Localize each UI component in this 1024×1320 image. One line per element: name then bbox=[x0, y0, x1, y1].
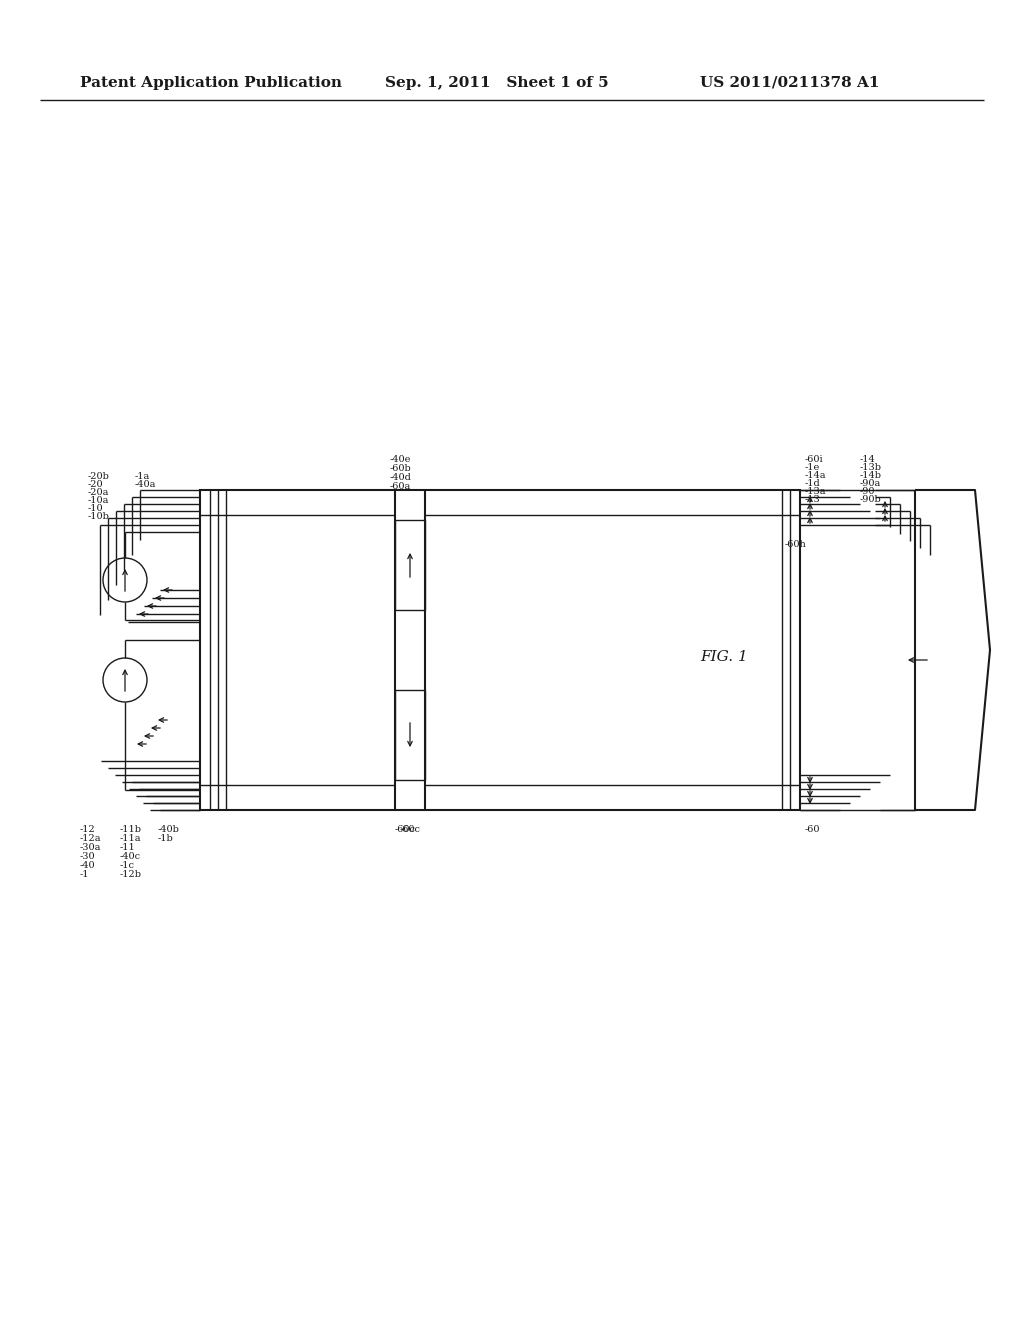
Text: -60c: -60c bbox=[395, 825, 416, 834]
Text: US 2011/0211378 A1: US 2011/0211378 A1 bbox=[700, 77, 880, 90]
Text: -1b: -1b bbox=[158, 834, 174, 843]
Text: -11b: -11b bbox=[120, 825, 142, 834]
Text: -30a: -30a bbox=[80, 843, 101, 851]
Text: -40e: -40e bbox=[390, 455, 412, 465]
Text: -60a: -60a bbox=[390, 482, 412, 491]
Text: -90: -90 bbox=[860, 487, 876, 496]
Text: -60: -60 bbox=[805, 825, 820, 834]
Text: -1e: -1e bbox=[805, 463, 820, 473]
Text: -20: -20 bbox=[88, 480, 103, 488]
Text: -1a: -1a bbox=[135, 473, 151, 480]
Text: -10b: -10b bbox=[88, 512, 110, 521]
Text: -11: -11 bbox=[120, 843, 136, 851]
Text: -13: -13 bbox=[805, 495, 821, 504]
Text: -12a: -12a bbox=[80, 834, 101, 843]
Text: -14: -14 bbox=[860, 455, 876, 465]
Text: -30: -30 bbox=[80, 851, 95, 861]
Text: -1c: -1c bbox=[120, 861, 135, 870]
Bar bbox=[395, 520, 425, 610]
Text: -40: -40 bbox=[80, 861, 95, 870]
Text: -14b: -14b bbox=[860, 471, 882, 480]
Text: -13a: -13a bbox=[805, 487, 826, 496]
Text: -60b: -60b bbox=[390, 465, 412, 473]
Text: -12b: -12b bbox=[120, 870, 142, 879]
Text: -20a: -20a bbox=[88, 488, 110, 498]
Text: -40c: -40c bbox=[120, 851, 141, 861]
Text: -40a: -40a bbox=[135, 480, 157, 488]
Bar bbox=[395, 690, 425, 780]
Text: -1: -1 bbox=[80, 870, 89, 879]
Bar bbox=[200, 490, 800, 810]
Text: -40b: -40b bbox=[158, 825, 180, 834]
Text: -60h: -60h bbox=[785, 540, 807, 549]
Text: -20b: -20b bbox=[88, 473, 110, 480]
Text: -90b: -90b bbox=[860, 495, 882, 504]
Text: -12: -12 bbox=[80, 825, 96, 834]
Text: -60i: -60i bbox=[805, 455, 823, 465]
Text: -10: -10 bbox=[88, 504, 103, 513]
Text: -40d: -40d bbox=[390, 473, 412, 482]
Text: -90a: -90a bbox=[860, 479, 882, 488]
Text: -60c: -60c bbox=[400, 825, 421, 834]
Text: -10a: -10a bbox=[88, 496, 110, 506]
Text: -11a: -11a bbox=[120, 834, 141, 843]
Text: -1d: -1d bbox=[805, 479, 821, 488]
Text: -14a: -14a bbox=[805, 471, 826, 480]
Text: -13b: -13b bbox=[860, 463, 882, 473]
Text: FIG. 1: FIG. 1 bbox=[700, 649, 748, 664]
Text: Patent Application Publication: Patent Application Publication bbox=[80, 77, 342, 90]
Text: Sep. 1, 2011   Sheet 1 of 5: Sep. 1, 2011 Sheet 1 of 5 bbox=[385, 77, 608, 90]
